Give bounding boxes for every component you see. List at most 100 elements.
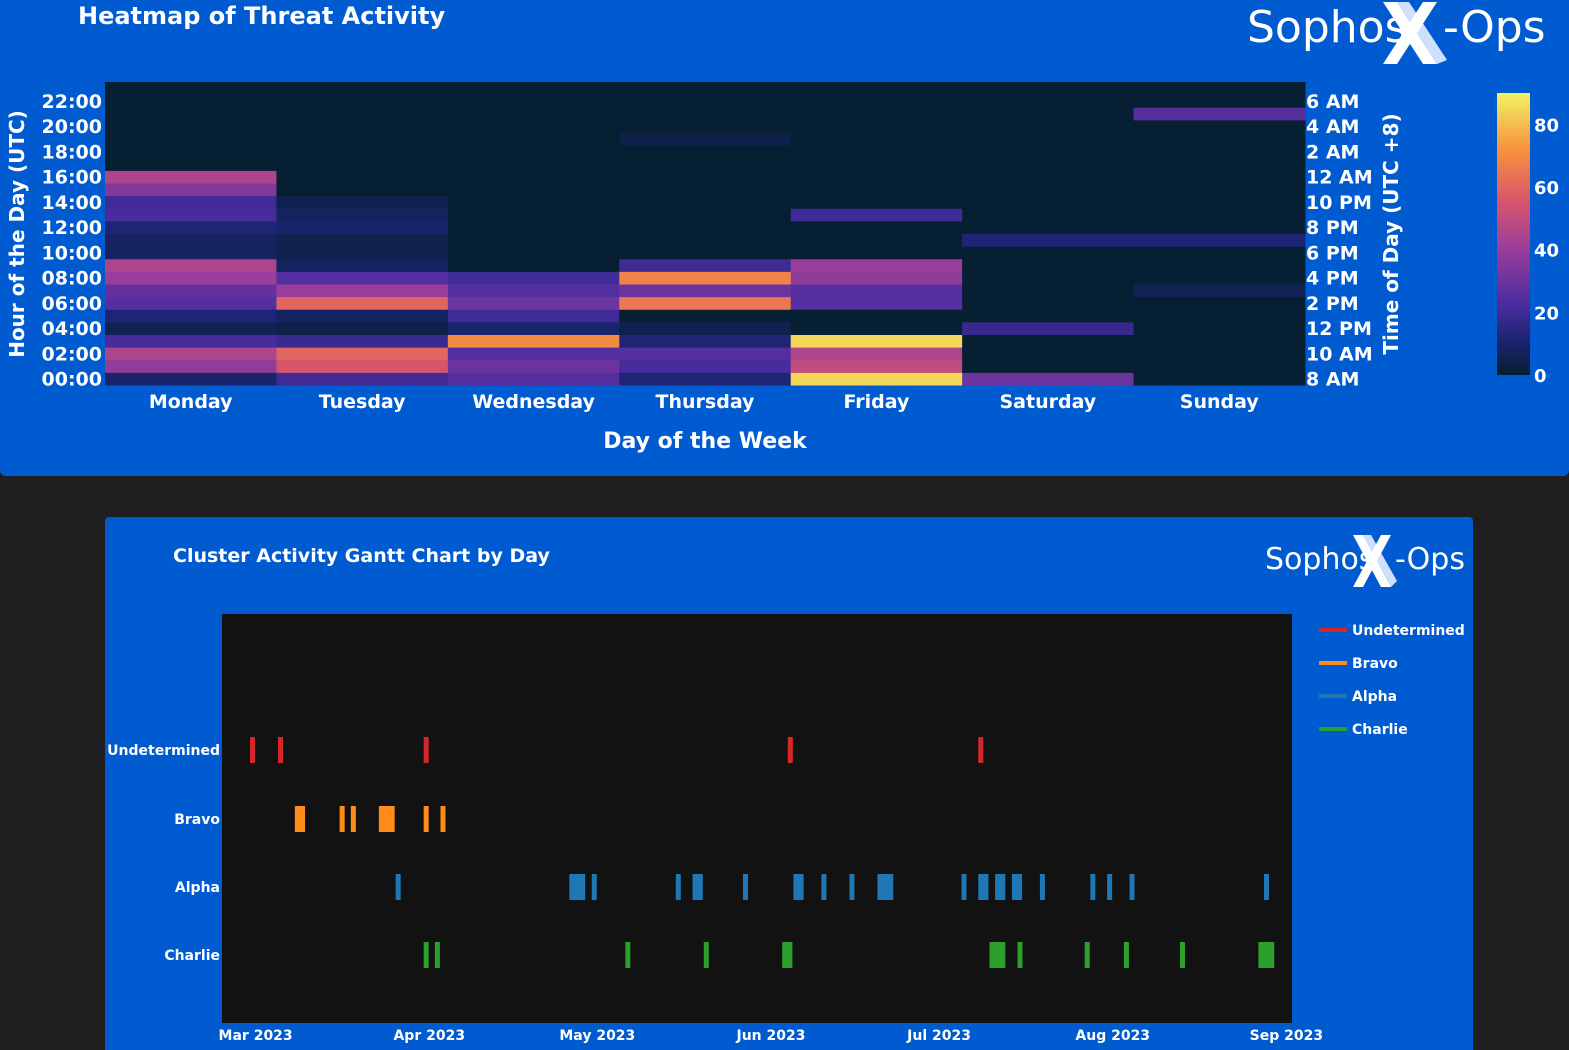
heatmap-cell	[1133, 157, 1306, 171]
heatmap-x-tick: Saturday	[999, 391, 1096, 413]
heatmap-cell	[619, 309, 792, 323]
heatmap-cell	[790, 82, 963, 96]
heatmap-cell	[962, 94, 1135, 108]
heatmap-cell	[447, 157, 620, 171]
heatmap-cell	[447, 145, 620, 159]
legend-label[interactable]: Alpha	[1352, 689, 1397, 705]
gantt-bar-alpha	[978, 874, 989, 900]
logo-x-mark	[1383, 2, 1447, 64]
gantt-x-tick: Jun 2023	[736, 1028, 806, 1044]
heatmap-cell	[105, 284, 277, 298]
gantt-bar-charlie	[423, 942, 429, 968]
heatmap-cell	[790, 334, 963, 348]
heatmap-cell	[962, 195, 1135, 209]
heatmap-cell	[1133, 233, 1306, 247]
heatmap-cell	[790, 94, 963, 108]
heatmap-cell	[1133, 145, 1306, 159]
heatmap-cell	[276, 107, 449, 121]
legend-label[interactable]: Undetermined	[1352, 623, 1465, 639]
heatmap-cell	[447, 183, 620, 197]
heatmap-cell	[447, 208, 620, 222]
gantt-y-tick: Charlie	[164, 948, 220, 964]
heatmap-cell	[619, 107, 792, 121]
heatmap-cell	[619, 258, 792, 272]
heatmap-cell	[105, 220, 277, 234]
logo-small-text-left: Sophos	[1265, 542, 1374, 577]
heatmap-cell	[276, 119, 449, 133]
gantt-x-tick: Aug 2023	[1075, 1028, 1150, 1044]
colorbar-tick: 0	[1534, 366, 1547, 387]
heatmap-cell	[962, 296, 1135, 310]
gantt-bar-charlie	[703, 942, 709, 968]
gantt-bar-charlie	[434, 942, 440, 968]
gantt-bar-alpha	[1039, 874, 1045, 900]
heatmap-left-axis: 00:00 02:00 04:00 06:00 08:00 10:00 12:00 14:00…	[42, 91, 102, 391]
heatmap-right-axis: 8 AM 10 AM 12 PM 2 PM 4 PM 6 PM 8 PM 10 PM 12 AM…	[1306, 91, 1373, 391]
gantt-bar-alpha	[821, 874, 827, 900]
colorbar	[1497, 93, 1530, 375]
heatmap-cell	[962, 233, 1135, 247]
gantt-bar-alpha	[569, 874, 586, 900]
heatmap-cell	[790, 145, 963, 159]
gantt-bar-alpha	[1011, 874, 1023, 900]
heatmap-cell	[962, 372, 1135, 386]
heatmap-cell	[619, 271, 792, 285]
heatmap-cell	[790, 258, 963, 272]
gantt-bar-charlie	[989, 942, 1006, 968]
heatmap-cell	[962, 284, 1135, 298]
heatmap-cell	[1133, 246, 1306, 260]
heatmap-cell	[790, 359, 963, 373]
heatmap-x-tick: Friday	[843, 391, 909, 413]
gantt-legend: Undetermined Bravo Alpha Charlie	[1319, 623, 1465, 738]
heatmap-cell	[447, 309, 620, 323]
heatmap-right-tick: 10 AM	[1306, 343, 1373, 365]
heatmap-cell	[619, 372, 792, 386]
heatmap-cell	[962, 334, 1135, 348]
gantt-y-tick: Undetermined	[107, 743, 220, 759]
heatmap-cell	[105, 119, 277, 133]
gantt-bar-charlie	[1179, 942, 1185, 968]
heatmap-cell	[447, 271, 620, 285]
heatmap-cell	[962, 170, 1135, 184]
heatmap-cell	[619, 233, 792, 247]
legend-label[interactable]: Charlie	[1352, 722, 1408, 738]
heatmap-cell	[962, 309, 1135, 323]
heatmap-cell	[1133, 94, 1306, 108]
heatmap-cell	[447, 132, 620, 146]
heatmap-left-tick: 02:00	[42, 343, 102, 365]
legend-label[interactable]: Bravo	[1352, 656, 1398, 672]
heatmap-cell	[276, 258, 449, 272]
heatmap-cell	[105, 258, 277, 272]
gantt-bars	[250, 737, 1275, 968]
heatmap-cell	[619, 220, 792, 234]
heatmap-cell	[619, 359, 792, 373]
heatmap-cell	[1133, 271, 1306, 285]
heatmap-cell	[105, 359, 277, 373]
heatmap-cell	[962, 347, 1135, 361]
heatmap-cell	[1133, 107, 1306, 121]
heatmap-cell	[790, 309, 963, 323]
heatmap-cell	[1133, 82, 1306, 96]
colorbar-tick: 40	[1534, 241, 1559, 262]
gantt-bar-alpha	[1263, 874, 1269, 900]
gantt-bar-undetermined	[250, 737, 256, 763]
heatmap-cell	[962, 208, 1135, 222]
heatmap-cell	[962, 220, 1135, 234]
heatmap-cell	[276, 145, 449, 159]
heatmap-cell	[447, 94, 620, 108]
heatmap-cell	[447, 296, 620, 310]
heatmap-cell	[105, 321, 277, 335]
gantt-y-tick: Alpha	[175, 880, 220, 896]
gantt-bar-alpha	[675, 874, 681, 900]
heatmap-cell	[1133, 258, 1306, 272]
heatmap-cell	[105, 334, 277, 348]
heatmap-cell	[1133, 195, 1306, 209]
heatmap-cell	[790, 220, 963, 234]
gantt-y-axis: Undetermined Bravo Alpha Charlie	[107, 743, 220, 964]
heatmap-cell	[619, 183, 792, 197]
heatmap-left-tick: 08:00	[42, 268, 102, 290]
gantt-bar-charlie	[1123, 942, 1129, 968]
heatmap-left-tick: 12:00	[42, 217, 102, 239]
heatmap-xlabel: Day of the Week	[603, 429, 808, 454]
gantt-x-tick: Apr 2023	[393, 1028, 465, 1044]
